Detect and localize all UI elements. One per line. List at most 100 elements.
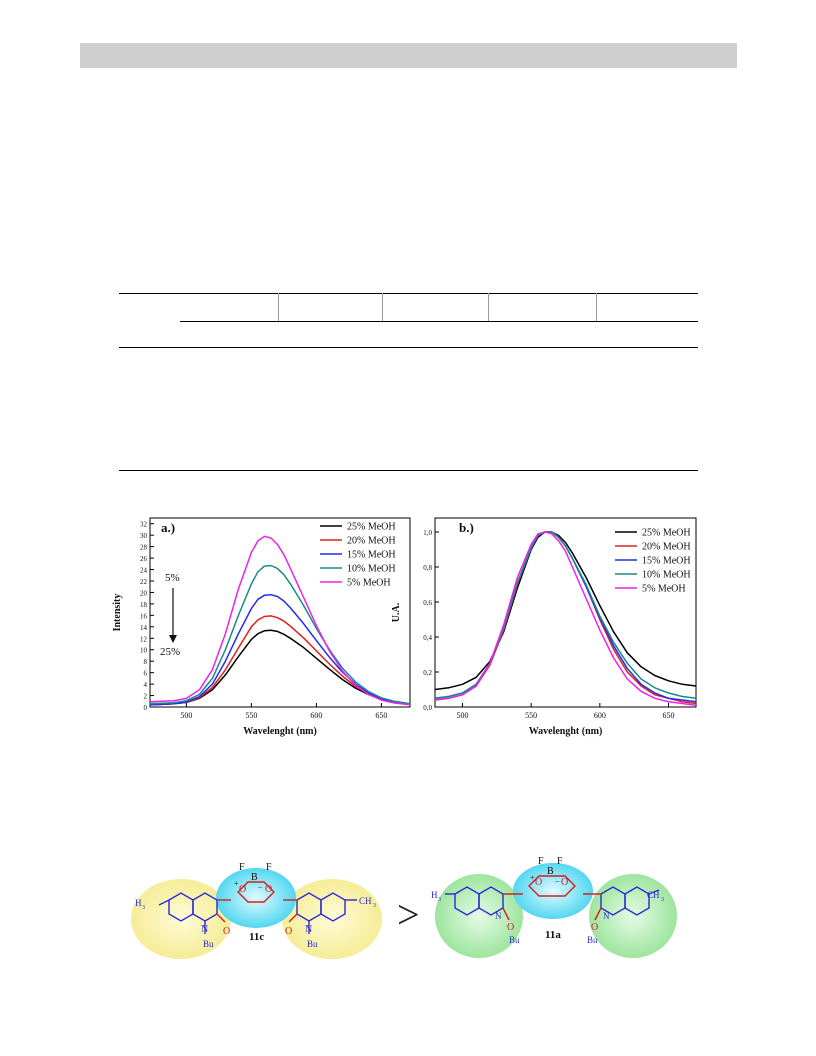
atom-label: O [591,922,598,933]
legend-entry: 15% MeOH [347,550,396,561]
y-tick-label: 28 [140,544,148,552]
atom-label: F [538,856,544,867]
table-column-separator [278,293,279,321]
x-tick-label: 650 [375,711,387,720]
series-line [149,564,411,705]
structure-comparison: F F B O O + − O O N N Bu Bu H 3 CH 3 11c… [131,856,677,959]
comparison-symbol: > [397,892,420,937]
y-tick-label: 8 [144,658,148,666]
y-tick-label: 0 [144,704,148,712]
x-tick-label: 550 [525,711,537,720]
legend-entry: 25% MeOH [347,522,396,533]
atom-label: O [535,877,542,888]
table-header-subrule [180,321,698,322]
y-tick-label: 0,0 [423,704,432,712]
atom-label: + [234,879,239,888]
y-tick-label: 30 [140,532,148,540]
y-tick-label: 22 [140,578,148,586]
left-quinolinone-ellipse [131,879,231,959]
x-tick-label: 600 [310,711,322,720]
table-header-rule [119,347,698,348]
left-quinoline-ellipse [435,874,523,958]
legend-entry: 15% MeOH [642,556,691,567]
table-column-separator [488,293,489,321]
y-tick-label: 26 [140,555,148,563]
atom-label: F [266,862,272,873]
y-tick-label: 18 [140,601,148,609]
atom-label: O [239,884,246,895]
atom-label: − [555,877,560,886]
atom-label: Bu [307,939,318,949]
x-tick-label: 550 [245,711,257,720]
atom-label: H [431,890,438,900]
atom-label: B [251,872,258,883]
legend-entry: 5% MeOH [347,578,391,589]
y-tick-label: 2 [144,693,148,701]
atom-label: Bu [587,935,598,945]
series-line [149,535,411,706]
y-tick-label: 6 [144,670,148,678]
page-header-bar [80,43,737,68]
y-tick-label: 14 [140,624,148,632]
panel-label: a.) [161,520,175,535]
atom-label: 3 [373,903,376,909]
structure-label-11c: 11c [249,931,264,943]
plot-frame [434,517,697,708]
atom-label: O [223,926,230,937]
legend-entry: 10% MeOH [347,564,396,575]
table-top-rule [119,293,698,294]
atom-label: N [603,911,610,921]
atom-label: H [135,898,142,908]
atom-label: N [305,924,312,935]
atom-label: B [547,866,554,877]
table-bottom-rule [119,470,698,471]
y-tick-label: 20 [140,589,148,597]
series-line [149,593,411,706]
x-tick-label: 500 [180,711,192,720]
right-quinolinone-ellipse [282,879,382,959]
y-tick-label: 0,4 [423,634,432,642]
atom-label: Bu [203,939,214,949]
atom-label: CH [359,896,372,906]
y-tick-label: 0,2 [423,669,432,677]
table-column-separator [596,293,597,321]
y-tick-label: 24 [140,567,148,575]
y-tick-label: 0,8 [423,564,432,572]
atom-label: O [285,926,292,937]
y-tick-label: 32 [140,521,148,529]
right-quinoline-ellipse [589,874,677,958]
y-axis-label: Intensity [112,594,123,632]
normalized-emission-chart: 500 550 600 650 0,0 0,2 0,4 0,6 0,8 1,0 Wavelenght… [391,517,697,737]
boron-core-ellipse [216,868,296,928]
atom-label: 3 [661,897,664,903]
atom-label: N [201,924,208,935]
concentration-arrow-head [169,635,177,643]
x-axis-label: Wavelenght (nm) [529,726,603,737]
x-tick-label: 600 [594,711,606,720]
x-tick-label: 650 [663,711,675,720]
series-line [434,531,697,707]
legend-entry: 20% MeOH [347,536,396,547]
structure-label-11a: 11a [545,929,561,941]
atom-label: N [495,911,502,921]
table-column-separator [382,293,383,321]
series-line [149,615,411,706]
atom-label: + [530,873,535,882]
atom-label: O [265,884,272,895]
y-tick-label: 4 [144,681,148,689]
legend-entry: 10% MeOH [642,570,691,581]
structure-11c: F F B O O + − O O N N Bu Bu H 3 CH 3 11c [131,862,382,959]
legend-entry: 25% MeOH [642,528,691,539]
x-tick-label: 500 [456,711,468,720]
atom-label: F [557,856,563,867]
legend-entry: 20% MeOH [642,542,691,553]
atom-label: 3 [142,905,145,911]
series-line [434,531,697,691]
structure-11a: F F B O O + − N N O O Bu Bu H 3 CH 3 11a [431,856,677,958]
y-axis-label: U.A. [391,602,402,622]
atom-label: O [507,922,514,933]
y-tick-label: 10 [140,647,148,655]
atom-label: CH [647,890,660,900]
plot-frame [149,517,411,708]
legend-entry: 5% MeOH [642,584,686,595]
